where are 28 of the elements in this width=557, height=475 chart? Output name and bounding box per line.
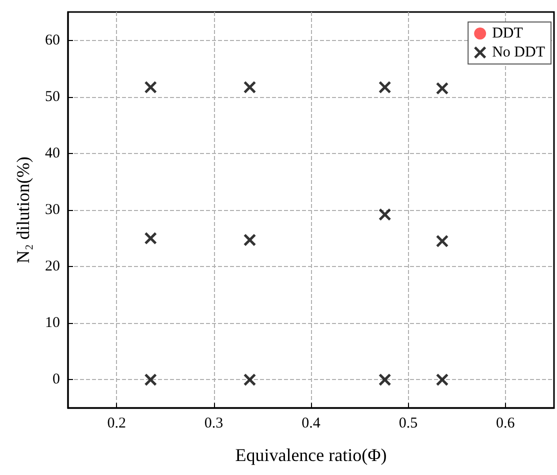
x-tick-label: 0.5 [398,416,418,432]
y-tick-label: 50 [45,88,60,105]
point [378,208,391,221]
x-axis-title: Equivalence ratio(Φ) [235,445,387,465]
x-tick-label: 0.3 [204,416,224,432]
point [436,235,448,248]
y-axis-title: N₂ dilution(%) [13,156,33,264]
y-tick-label: 60 [45,32,60,48]
point [436,374,448,386]
point [144,374,157,386]
point [378,374,391,386]
x-tick-label: 0.4 [302,416,321,432]
y-tick-label: 20 [45,258,60,275]
point [244,81,256,94]
x-tick-label: 0.6 [496,416,516,432]
y-tick-label: 0 [52,372,60,388]
point [378,81,391,94]
point [144,81,157,94]
point [144,232,157,244]
x-tick-label: 0.2 [107,416,126,432]
legend-label: DDT [492,26,523,42]
point [244,234,256,246]
point [436,82,448,94]
y-tick-label: 30 [45,202,60,218]
y-tick-label: 10 [45,315,60,332]
legend-label: No DDT [492,44,546,60]
point [244,374,256,386]
y-tick-label: 40 [45,145,60,162]
